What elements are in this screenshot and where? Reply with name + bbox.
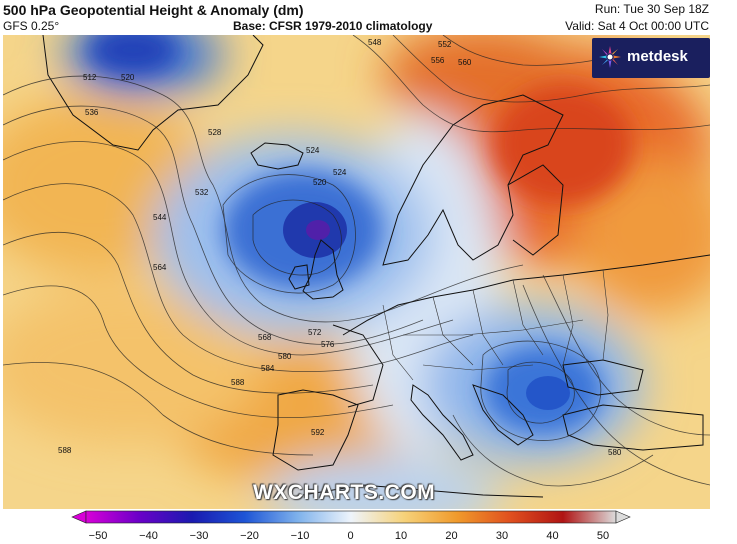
contour-label: 580 xyxy=(608,448,622,457)
colorbar-tick-label: 30 xyxy=(495,530,509,542)
contour-label: 576 xyxy=(321,340,335,349)
colorbar-tick-label: 20 xyxy=(445,530,458,542)
contour-label: 520 xyxy=(313,178,327,187)
contour-label: 524 xyxy=(306,146,320,155)
contour-label: 568 xyxy=(258,333,272,342)
metdesk-logo-icon xyxy=(599,46,621,68)
colorbar-tick-label: −50 xyxy=(88,530,108,542)
colorbar-tick-label: 0 xyxy=(347,530,354,542)
colorbar-tick-label: −40 xyxy=(139,530,158,542)
contour-label: 528 xyxy=(208,128,222,137)
chart-title: 500 hPa Geopotential Height & Anomaly (d… xyxy=(3,2,304,18)
chart-header: 500 hPa Geopotential Height & Anomaly (d… xyxy=(0,0,737,34)
colorbar-tick-label: 50 xyxy=(596,530,610,542)
colorbar-tick-label: −20 xyxy=(240,530,259,542)
contour-label: 520 xyxy=(121,73,135,82)
contour-label: 572 xyxy=(308,328,322,337)
contour-label: 512 xyxy=(83,73,97,82)
anomaly-map: 512 520 536 544 548 552 556 560 564 568 … xyxy=(3,35,710,509)
contour-label: 588 xyxy=(58,446,72,455)
contour-label: 524 xyxy=(333,168,347,177)
colorbar-tick-label: 40 xyxy=(546,530,559,542)
colorbar-tick-label: −10 xyxy=(290,530,310,542)
contour-label: 592 xyxy=(311,428,325,437)
contour-label: 556 xyxy=(431,56,445,65)
colorbar-tick-label: 10 xyxy=(394,530,408,542)
contour-label: 536 xyxy=(85,108,99,117)
contour-label: 552 xyxy=(438,40,452,49)
contour-label: 564 xyxy=(153,263,167,272)
metdesk-logo: metdesk xyxy=(592,38,710,78)
colorbar-tick-label: −30 xyxy=(189,530,209,542)
model-label: GFS 0.25° xyxy=(3,19,60,33)
base-climatology-label: Base: CFSR 1979-2010 climatology xyxy=(233,19,433,33)
colorbar xyxy=(0,510,737,544)
valid-time: Valid: Sat 4 Oct 00:00 UTC xyxy=(565,19,709,33)
contour-label: 548 xyxy=(368,38,382,47)
contour-label: 580 xyxy=(278,352,292,361)
contour-label: 588 xyxy=(231,378,245,387)
wxcharts-watermark: WXCHARTS.COM xyxy=(253,481,436,504)
contour-label: 544 xyxy=(153,213,167,222)
contour-label: 584 xyxy=(261,364,275,373)
run-time: Run: Tue 30 Sep 18Z xyxy=(594,2,709,16)
metdesk-logo-text: metdesk xyxy=(627,48,688,65)
contour-label: 532 xyxy=(195,188,209,197)
contour-label: 560 xyxy=(458,58,472,67)
